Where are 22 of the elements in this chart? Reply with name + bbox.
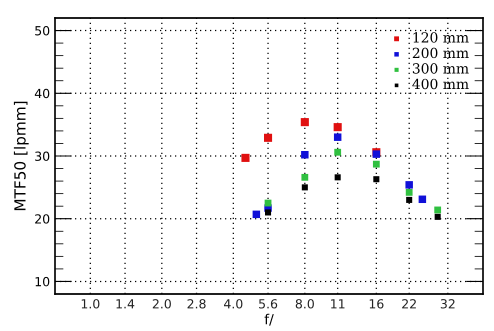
y-tick-label: 40 [34, 88, 50, 98]
x-axis-title: f/ [264, 314, 274, 326]
x-tick-label: 16 [370, 299, 384, 309]
x-tick-label: 2.0 [152, 299, 171, 309]
legend-label: 300 mm [412, 63, 469, 74]
y-tick-label: 10 [36, 276, 50, 286]
legend-label: 200 mm [412, 48, 469, 58]
legend-label: 120 mm [414, 32, 469, 43]
x-tick-label: 22 [402, 299, 416, 308]
legend-label: 400 mm [412, 78, 469, 90]
y-tick-label: 20 [35, 214, 50, 224]
x-tick-label: 5.6 [259, 299, 278, 309]
x-tick-label: 4.0 [224, 299, 242, 309]
x-tick-label: 1.4 [116, 299, 134, 308]
y-tick-label: 50 [35, 26, 50, 36]
y-axis-title: MTF50 [lpmm] [14, 102, 29, 210]
x-tick-label: 8.0 [296, 299, 314, 309]
x-tick-label: 11 [331, 299, 344, 308]
x-tick-label: 32 [440, 299, 455, 309]
x-tick-label: 2.8 [188, 299, 206, 309]
x-tick-label: 1.0 [82, 299, 100, 309]
y-tick-label: 30 [35, 151, 50, 161]
